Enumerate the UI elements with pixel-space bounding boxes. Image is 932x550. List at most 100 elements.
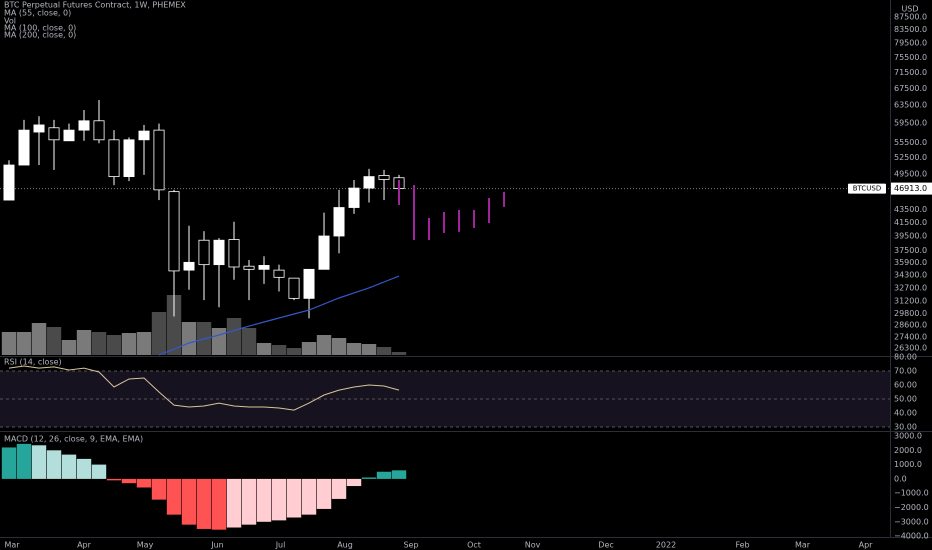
volume-bar <box>301 342 317 355</box>
histogram-bar <box>376 471 392 479</box>
volume-bar <box>91 332 107 355</box>
histogram-bar <box>361 477 377 479</box>
candle-body <box>288 277 300 299</box>
y-tick-label: −1000.0 <box>894 489 929 498</box>
histogram-bar <box>121 478 137 484</box>
symbol-label: BTCUSD <box>853 185 882 193</box>
y-tick-label: 52500.0 <box>894 153 927 162</box>
histogram-bar <box>136 478 152 488</box>
candle-body <box>123 139 135 178</box>
y-tick-label: 59500.0 <box>894 119 927 128</box>
candle-body <box>258 265 270 270</box>
rsi-line <box>8 365 400 411</box>
x-tick-label: Nov <box>525 541 541 550</box>
x-tick-label: May <box>137 541 154 550</box>
volume-bar <box>16 332 32 355</box>
candle-body <box>213 239 225 266</box>
volume-bar <box>46 327 62 355</box>
y-tick-label: 31200.0 <box>894 297 927 306</box>
histogram-bar <box>46 450 62 479</box>
candle-body <box>3 164 15 201</box>
volume-bar <box>346 343 362 355</box>
y-tick-label: 70.00 <box>894 367 917 376</box>
y-tick-label: −3000.0 <box>894 517 929 526</box>
candle-body <box>48 127 60 141</box>
symbol-box <box>848 183 886 194</box>
y-tick-label: 80.00 <box>894 353 917 362</box>
y-tick-label: 49500.0 <box>894 169 927 178</box>
y-tick-label: −4000.0 <box>894 532 929 541</box>
y-tick-label: 43500.0 <box>894 205 927 214</box>
y-tick-label: 55500.0 <box>894 138 927 147</box>
candle-body <box>363 176 375 189</box>
y-tick-label: −2000.0 <box>894 503 929 512</box>
price-label: 46913.0 <box>894 184 927 193</box>
histogram-bar <box>256 478 272 522</box>
y-tick-label: 60.00 <box>894 381 917 390</box>
candle-body <box>18 129 30 166</box>
currency-label: USD <box>901 5 918 14</box>
indicator-label: Vol <box>4 17 16 26</box>
x-tick-label: Dec <box>598 541 613 550</box>
y-tick-label: 32700.0 <box>894 284 927 293</box>
candle-body <box>273 269 285 278</box>
histogram-bar <box>106 478 122 481</box>
y-tick-label: 29800.0 <box>894 309 927 318</box>
histogram-bar <box>166 478 182 515</box>
volume-bar <box>376 347 392 355</box>
histogram-bar <box>181 478 197 525</box>
candle-body <box>318 235 330 270</box>
y-tick-label: 34300.0 <box>894 270 927 279</box>
volume-bar <box>1 332 17 355</box>
x-tick-label: Mar <box>795 541 811 550</box>
volume-bar <box>61 340 77 355</box>
y-tick-label: 50.00 <box>894 395 917 404</box>
histogram-bar <box>76 458 92 479</box>
volume-bar <box>31 323 47 355</box>
price-box <box>891 182 932 195</box>
volume-bar <box>391 352 407 355</box>
candle-body <box>63 129 75 142</box>
candle-body <box>183 261 195 271</box>
y-tick-label: 71500.0 <box>894 68 927 77</box>
y-tick-label: 30.00 <box>894 423 917 432</box>
volume-bar <box>181 322 197 355</box>
histogram-bar <box>1 447 17 479</box>
y-tick-label: 28600.0 <box>894 320 927 329</box>
x-tick-label: Apr <box>77 541 92 550</box>
histogram-bar <box>31 445 47 479</box>
pane-title: MACD (12, 26, close, 9, EMA, EMA) <box>4 435 143 444</box>
histogram-bar <box>286 478 302 518</box>
y-tick-label: 37500.0 <box>894 246 927 255</box>
candle-body <box>108 139 120 178</box>
y-tick-label: 26300.0 <box>894 344 927 353</box>
candle-body <box>93 120 105 141</box>
volume-bar <box>286 348 302 355</box>
candle-body <box>243 265 255 270</box>
y-tick-label: 87500.0 <box>894 12 927 21</box>
candle-body <box>348 187 360 208</box>
volume-bar <box>136 332 152 355</box>
x-tick-label: Feb <box>735 541 749 550</box>
y-tick-label: 75500.0 <box>894 53 927 62</box>
y-tick-label: 3000.0 <box>894 432 922 441</box>
candle-body <box>78 120 90 131</box>
candle-body <box>33 124 45 133</box>
candle-body <box>198 239 210 266</box>
volume-bar <box>166 295 182 355</box>
y-tick-label: 0.0 <box>894 474 907 483</box>
volume-bar <box>76 330 92 355</box>
volume-bar <box>121 333 137 355</box>
volume-bar <box>241 328 257 355</box>
histogram-bar <box>196 478 212 529</box>
volume-bar <box>256 343 272 355</box>
histogram-bar <box>391 470 407 479</box>
y-tick-label: 63500.0 <box>894 101 927 110</box>
volume-bar <box>211 328 227 355</box>
y-tick-label: 35900.0 <box>894 258 927 267</box>
candle-body <box>333 207 345 237</box>
histogram-bar <box>271 478 287 521</box>
x-tick-label: Sep <box>403 541 418 550</box>
y-tick-label: 2000.0 <box>894 446 922 455</box>
